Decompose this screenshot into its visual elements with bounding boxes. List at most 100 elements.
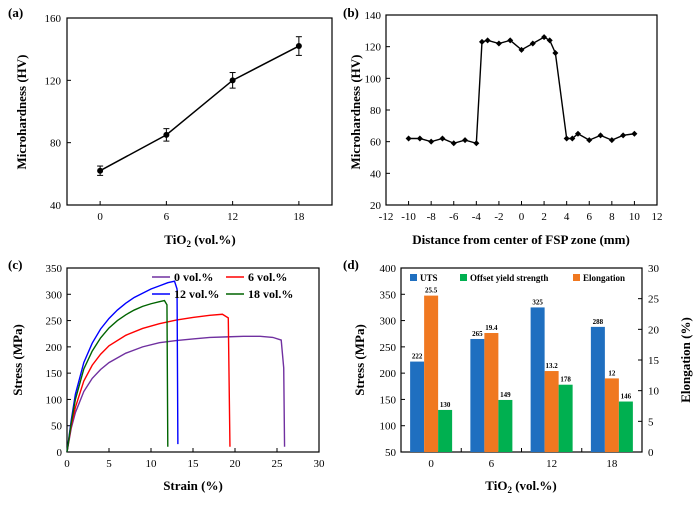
- panel-b-y-tick-label: 80: [370, 105, 382, 117]
- panel-b-x-tick-label: -2: [494, 211, 503, 223]
- panel-b-x-tick-label: 2: [541, 211, 547, 223]
- panel-d-y2-tick-label: 0: [648, 447, 654, 459]
- panel-d-y2-tick-label: 5: [648, 416, 654, 428]
- panel-d-legend: UTS Offset yield strength Elongation: [410, 273, 625, 283]
- panel-d-bar: [530, 307, 545, 452]
- panel-a-frame: [66, 17, 333, 206]
- panel-b-point: [563, 135, 570, 142]
- panel-b-point: [569, 135, 576, 142]
- panel-b-point: [529, 40, 536, 47]
- panel-d-y-tick-label: 350: [380, 289, 397, 301]
- panel-b-x-tick-label: 6: [587, 211, 593, 223]
- panel-a-x-tick-label: 0: [97, 211, 103, 223]
- panel-b-point: [546, 37, 553, 44]
- panel-b-x-tick-label: 10: [629, 211, 641, 223]
- panel-b-x-tick-label: 0: [519, 211, 525, 223]
- panel-d-bar: [604, 378, 619, 452]
- panel-d-y2-tick-label: 10: [648, 386, 660, 398]
- panel-b-y-tick-label: 140: [365, 10, 382, 22]
- panel-c-x-axis-label: Strain (%): [163, 478, 223, 493]
- panel-d-bar-label: 222: [412, 353, 423, 361]
- panel-d-bar: [410, 361, 425, 452]
- panel-b-point: [473, 140, 480, 147]
- panel-c-x-tick-label: 10: [146, 458, 158, 470]
- panel-a-point: [229, 77, 236, 84]
- panel-c-x-tick-label: 0: [64, 458, 70, 470]
- panel-d-bar-label: 288: [593, 318, 604, 326]
- panel-d-x-axis-label: TiO2 (vol.%): [485, 478, 556, 495]
- panel-c-series-line: [66, 280, 179, 453]
- panel-a-y-ticks: 40 80 120 160: [45, 13, 71, 212]
- panel-a-x-tick-label: 18: [293, 211, 305, 223]
- panel-d-legend-label: Elongation: [583, 273, 625, 283]
- panel-d-bar: [618, 401, 633, 452]
- panel-b-point: [495, 40, 502, 47]
- panel-d-bar: [558, 384, 573, 452]
- panel-c-y-tick-label: 250: [46, 316, 63, 328]
- panel-a-label: (a): [8, 5, 23, 20]
- panel-c-x-ticks: 0 5 10 15 20 25 30: [64, 448, 325, 470]
- panel-d-bar-label: 19.4: [485, 324, 498, 332]
- panel-d-x-tick-label: 6: [489, 458, 495, 470]
- panel-b-point: [507, 37, 514, 44]
- panel-a-x-ticks: 0 6 12 18: [97, 201, 305, 223]
- panel-d-bar: [470, 338, 485, 452]
- panel-b-x-tick-label: -10: [401, 211, 416, 223]
- panel-b-x-tick-label: 8: [609, 211, 615, 223]
- panel-b-x-ticks: -12 -10 -8 -6 -4 -2 0 2 4 6 8 10 12: [379, 201, 663, 223]
- panel-b-x-tick-label: 4: [564, 211, 570, 223]
- panel-d-y-tick-label: 200: [380, 368, 397, 380]
- panel-b-point: [518, 46, 525, 53]
- panel-d-bar-label: 178: [560, 376, 571, 384]
- panel-d-label: (d): [343, 257, 359, 272]
- panel-b-label: (b): [343, 5, 359, 20]
- panel-d-bar-label: 12: [608, 369, 616, 377]
- panel-d-bar: [590, 326, 605, 452]
- panel-d-x-ticks: 0 6 12 18: [428, 448, 618, 470]
- panel-c-legend-label: 0 vol.%: [174, 270, 213, 284]
- panel-a-y-tick-label: 160: [45, 13, 62, 25]
- panel-b-y-ticks: 20 40 60 80 100 120 140: [365, 10, 390, 212]
- panel-d-y-ticks-right: 0 5 10 15 20 25 30: [638, 263, 660, 459]
- panel-c-x-tick-label: 20: [230, 458, 242, 470]
- panel-b-point: [484, 37, 491, 44]
- panel-d-x-tick-label: 12: [546, 458, 557, 470]
- panel-d-bar: [484, 333, 499, 452]
- panel-d-bar-label: 146: [621, 393, 632, 401]
- panel-d-bar: [498, 399, 513, 452]
- panel-c-y-tick-label: 50: [51, 421, 63, 433]
- panel-c-x-tick-label: 15: [188, 458, 200, 470]
- panel-d-legend-swatch: [460, 274, 467, 281]
- panel-b-point: [552, 50, 559, 56]
- panel-a-point: [295, 43, 302, 50]
- panel-c-y-tick-label: 100: [46, 394, 63, 406]
- panel-c-y-tick-label: 300: [46, 289, 63, 301]
- panel-d-x-tick-label: 0: [428, 458, 434, 470]
- panel-c-series-line: [66, 335, 286, 453]
- panel-d-y-tick-label: 100: [380, 421, 397, 433]
- panel-a-y-tick-label: 40: [50, 200, 62, 212]
- panel-d-bar-label: 325: [532, 298, 543, 306]
- panel-b-point: [541, 34, 548, 41]
- panel-d-bar-label: 149: [500, 391, 511, 399]
- panel-d-bar-label: 130: [440, 401, 451, 409]
- panel-d-x-tick-label: 18: [606, 458, 618, 470]
- panel-b: (b) 20 40 60 80 100 120 140 -12 -10 -8 -6 -4 -2 0 2 4 6…: [343, 5, 663, 247]
- panel-c-legend: 0 vol.% 6 vol.% 12 vol.% 18 vol.%: [152, 270, 293, 301]
- panel-b-series-line: [408, 36, 635, 145]
- panel-c-x-tick-label: 5: [106, 458, 112, 470]
- panel-c-y-tick-label: 350: [46, 263, 63, 275]
- panel-b-point: [574, 130, 581, 137]
- panel-b-point: [416, 135, 423, 142]
- panel-d-y-ticks-left: 50 100 150 200 250 300 350 400: [380, 263, 405, 459]
- panel-d-legend-label: UTS: [420, 273, 438, 283]
- panel-d-y2-tick-label: 15: [648, 355, 660, 367]
- panel-b-point: [631, 130, 638, 137]
- panel-c-series-line: [66, 313, 231, 453]
- panel-d-y-tick-label: 50: [385, 447, 397, 459]
- panel-a-y-tick-label: 120: [45, 75, 62, 87]
- panel-d-bar-label: 13.2: [546, 362, 559, 370]
- panel-c-y-tick-label: 200: [46, 342, 63, 354]
